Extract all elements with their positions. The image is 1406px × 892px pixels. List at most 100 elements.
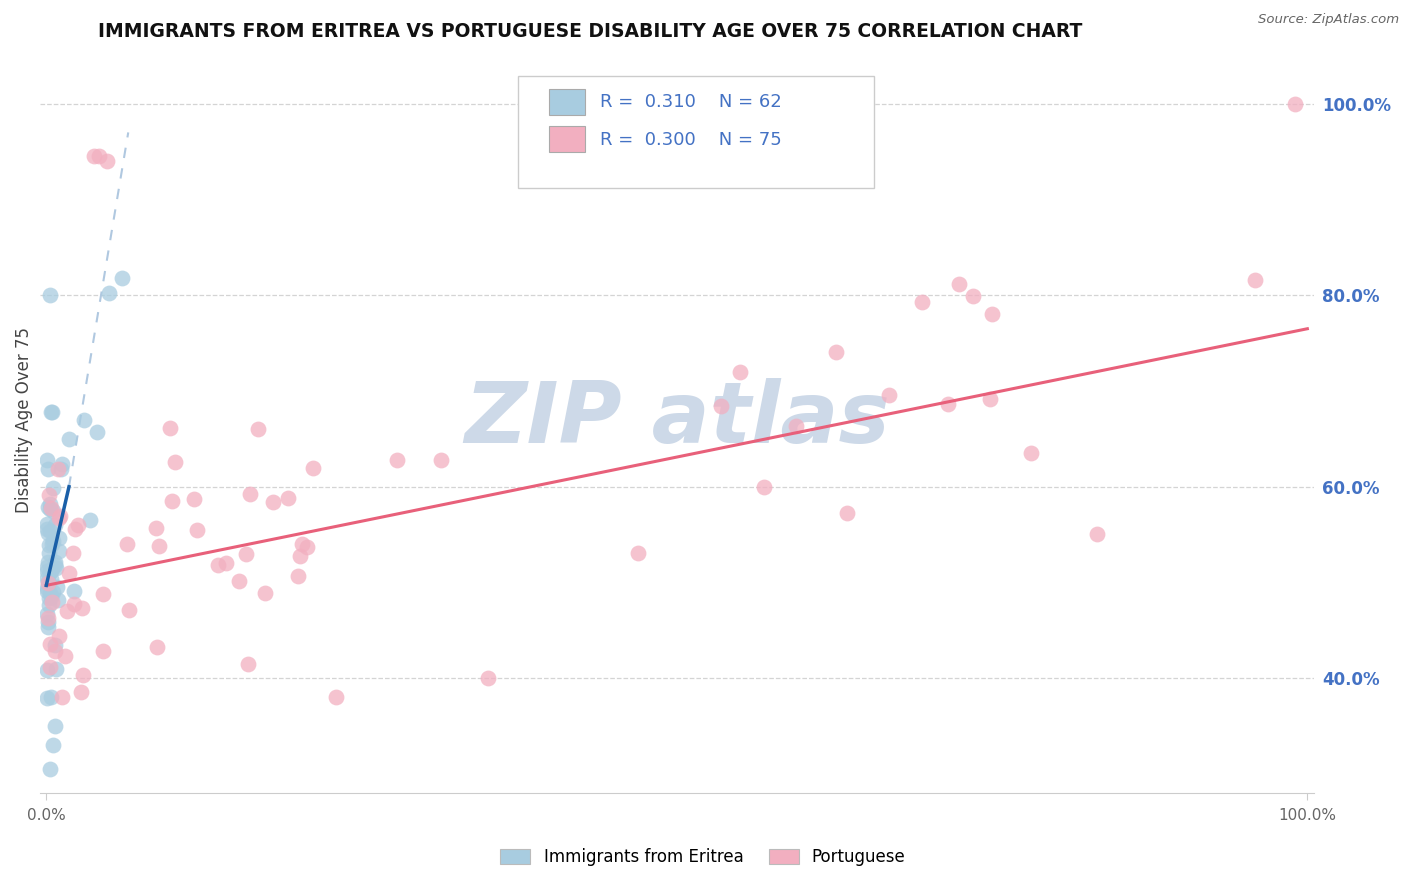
Point — [430, 453, 453, 467]
FancyBboxPatch shape — [517, 76, 875, 188]
Point — [37, 576, 59, 591]
Point — [37, 620, 59, 634]
Point — [67, 518, 90, 533]
Point — [1085, 527, 1108, 541]
Point — [39, 405, 62, 419]
Point — [38, 566, 60, 580]
FancyBboxPatch shape — [550, 89, 585, 115]
Point — [877, 388, 900, 402]
Point — [38, 501, 60, 516]
Point — [38, 546, 60, 560]
Point — [728, 365, 751, 379]
Point — [35, 581, 58, 595]
Point — [39, 572, 62, 586]
Point — [824, 345, 846, 359]
Point — [58, 566, 80, 580]
Point — [41, 536, 63, 550]
Point — [325, 690, 347, 705]
Point — [39, 660, 62, 674]
Point — [752, 480, 775, 494]
Point — [48, 531, 70, 545]
Legend: Immigrants from Eritrea, Portuguese: Immigrants from Eritrea, Portuguese — [492, 840, 914, 875]
Point — [162, 494, 184, 508]
Point — [37, 500, 59, 515]
Point — [46, 593, 69, 607]
Point — [785, 418, 807, 433]
Point — [962, 289, 984, 303]
Point — [183, 491, 205, 506]
Point — [86, 425, 108, 439]
Point — [39, 690, 62, 705]
Point — [44, 719, 66, 733]
Point — [63, 597, 86, 611]
Point — [62, 546, 84, 560]
Point — [55, 604, 77, 618]
Point — [186, 523, 208, 537]
Point — [117, 537, 139, 551]
Point — [37, 522, 59, 536]
Point — [96, 154, 118, 169]
Point — [145, 521, 167, 535]
Point — [91, 587, 114, 601]
Point — [51, 690, 73, 705]
Point — [48, 629, 70, 643]
Point — [39, 288, 62, 302]
Point — [70, 684, 93, 698]
Point — [42, 481, 65, 495]
Point — [37, 615, 59, 629]
Point — [287, 569, 309, 583]
Point — [118, 603, 141, 617]
Point — [627, 546, 650, 560]
Point — [38, 488, 60, 502]
Text: R =  0.300    N = 75: R = 0.300 N = 75 — [600, 130, 782, 149]
Point — [37, 607, 59, 622]
Point — [98, 285, 121, 300]
Point — [44, 644, 66, 658]
Point — [42, 533, 65, 548]
Point — [37, 574, 59, 589]
Point — [41, 405, 63, 419]
Point — [981, 307, 1004, 321]
Point — [83, 149, 105, 163]
Point — [911, 295, 934, 310]
Point — [37, 462, 59, 476]
Point — [477, 671, 499, 685]
Point — [288, 549, 311, 563]
Point — [42, 504, 65, 518]
Point — [1019, 445, 1042, 459]
Point — [111, 271, 134, 285]
Point — [44, 638, 66, 652]
Point — [79, 513, 101, 527]
Point — [37, 525, 59, 540]
Text: ZIP atlas: ZIP atlas — [464, 378, 890, 461]
Point — [63, 584, 86, 599]
Point — [215, 556, 238, 570]
Point — [35, 664, 58, 678]
Point — [159, 421, 181, 435]
Point — [979, 392, 1001, 406]
Point — [58, 432, 80, 446]
Point — [38, 598, 60, 612]
Point — [48, 544, 70, 558]
Point — [35, 583, 58, 598]
Point — [51, 457, 73, 471]
Point — [302, 461, 325, 475]
Point — [39, 565, 62, 579]
Point — [37, 611, 59, 625]
Point — [49, 509, 72, 524]
Point — [262, 494, 284, 508]
Point — [41, 585, 63, 599]
Point — [39, 524, 62, 539]
Point — [938, 396, 960, 410]
Point — [35, 452, 58, 467]
Point — [837, 506, 859, 520]
Point — [39, 590, 62, 604]
Point — [239, 487, 262, 501]
Point — [948, 277, 970, 291]
Point — [148, 539, 170, 553]
Point — [41, 739, 63, 753]
Point — [146, 640, 169, 654]
Point — [247, 422, 270, 436]
FancyBboxPatch shape — [550, 126, 585, 153]
Y-axis label: Disability Age Over 75: Disability Age Over 75 — [15, 326, 32, 513]
